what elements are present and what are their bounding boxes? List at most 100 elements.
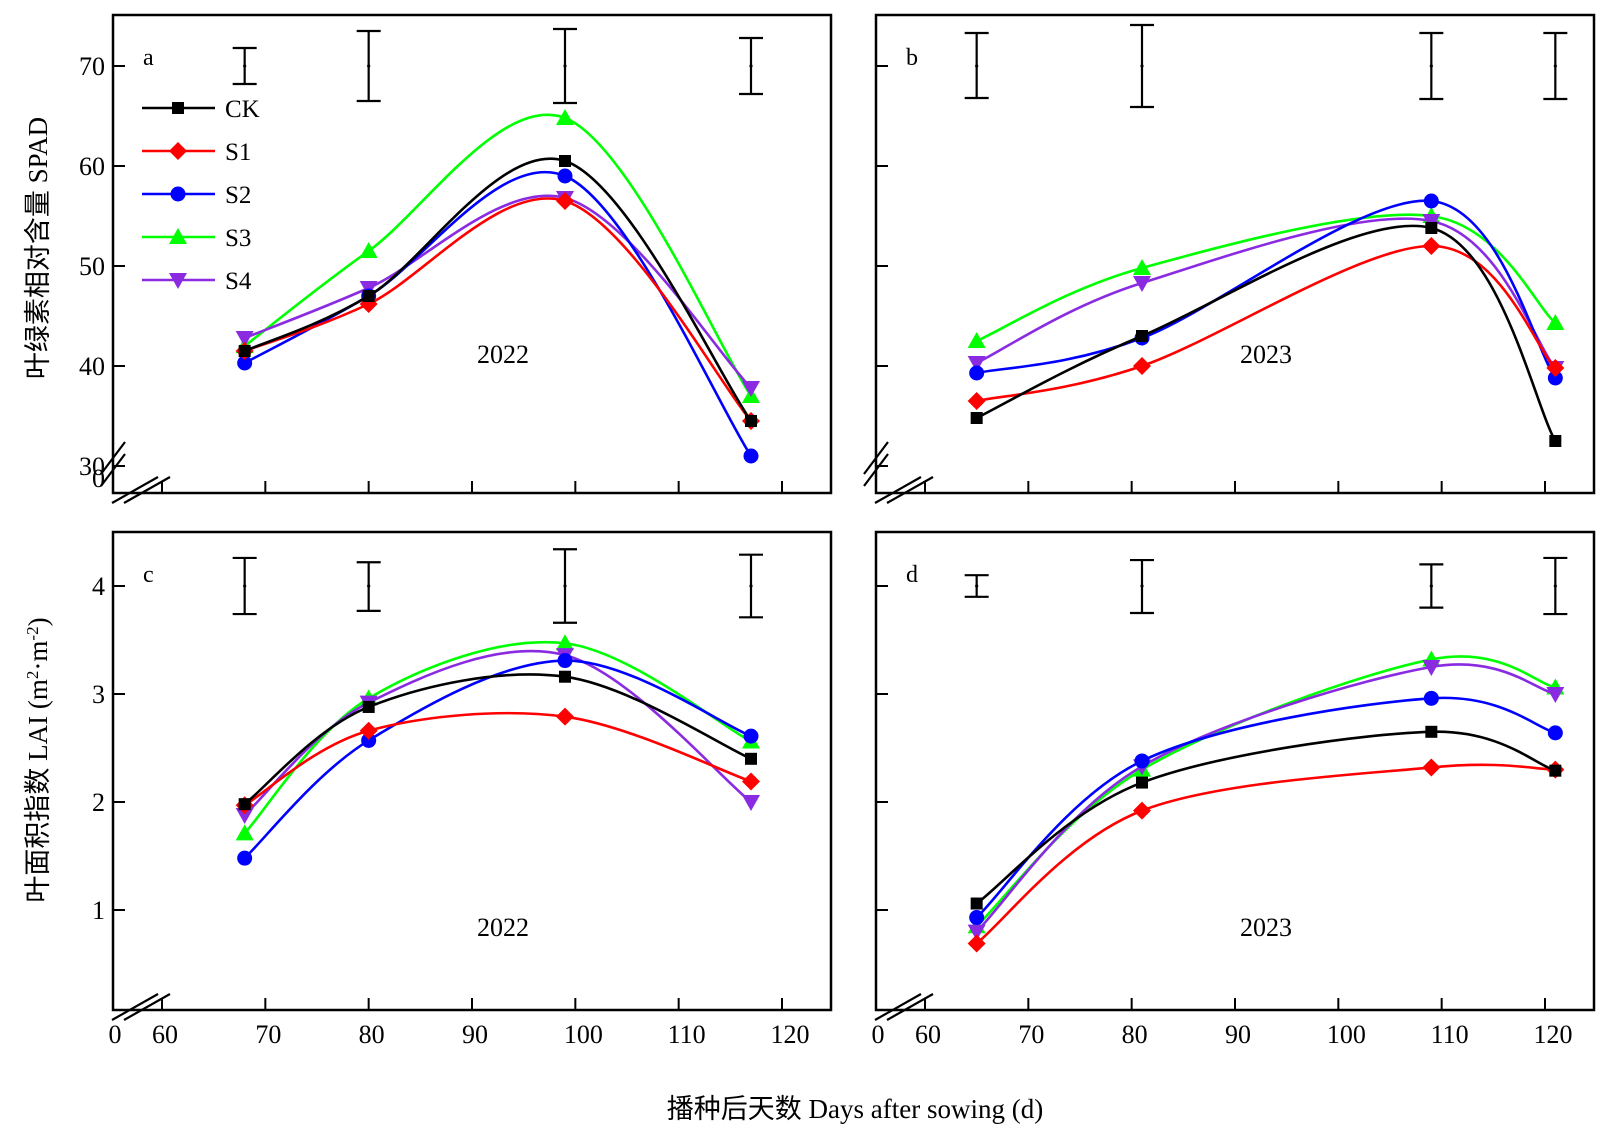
data-point-s4 <box>967 356 986 372</box>
y-tick-label: 3 <box>92 680 105 709</box>
data-point-ck <box>1425 725 1438 738</box>
legend-marker <box>169 273 187 289</box>
data-point-s4 <box>1133 276 1151 292</box>
data-point-s2 <box>1547 370 1563 386</box>
y-axis-title-lai: 叶面积指数 LAI (m2·m-2) <box>23 617 54 902</box>
data-point-s1 <box>1546 359 1565 377</box>
error-bar-center <box>975 64 979 68</box>
x-tick-label: 120 <box>1534 1020 1573 1049</box>
data-point-ck <box>970 412 983 424</box>
data-point-s2 <box>237 850 253 866</box>
data-point-s1 <box>742 772 760 791</box>
series-s1 <box>235 707 760 815</box>
series-s4 <box>967 660 1565 941</box>
series-ck <box>970 222 1562 447</box>
data-point-s4 <box>235 807 254 824</box>
year-label: 2023 <box>1240 340 1292 369</box>
error-bar-center <box>367 64 371 68</box>
y-tick-label: 60 <box>79 152 105 181</box>
x-tick-label: 90 <box>462 1020 488 1049</box>
data-point-ck <box>559 155 571 167</box>
legend-label: S1 <box>225 139 251 166</box>
data-point-s2 <box>557 168 573 184</box>
panel-letter: c <box>143 562 154 588</box>
x-tick-label: 100 <box>564 1020 603 1049</box>
legend-marker <box>169 142 187 160</box>
y-tick-label: 1 <box>92 896 105 925</box>
series-line-ck <box>975 730 1556 905</box>
legend-label: S3 <box>225 225 251 252</box>
plot-frame <box>111 13 833 495</box>
data-point-ck <box>970 897 983 910</box>
series-line-s3 <box>975 655 1556 928</box>
y-tick-label: 40 <box>79 352 105 381</box>
error-bar-center <box>1140 584 1144 588</box>
y-axis-break-mark <box>863 441 889 475</box>
data-point-s2 <box>237 355 253 371</box>
legend-item-s3: S3 <box>142 225 251 252</box>
data-point-s4 <box>967 924 986 941</box>
legend-item-s2: S2 <box>142 182 251 209</box>
x-tick-label: 60 <box>152 1020 178 1049</box>
legend-marker <box>170 186 186 202</box>
y-axis-title-spad: 叶绿素相对含量 SPAD <box>23 117 53 379</box>
data-point-s1 <box>967 392 986 410</box>
error-bar-center <box>367 584 371 588</box>
y-tick-label: 2 <box>92 788 105 817</box>
data-point-s1 <box>1133 801 1151 820</box>
series-line-s1 <box>976 244 1557 403</box>
x-axis-break-mark <box>874 993 922 1021</box>
error-bar-center <box>1429 64 1433 68</box>
x-tick-label: 70 <box>1018 1020 1044 1049</box>
data-point-s4 <box>1422 660 1441 676</box>
data-point-s3 <box>556 109 574 125</box>
error-bar-center <box>1553 584 1557 588</box>
x-tick-label: 70 <box>255 1020 281 1049</box>
data-point-s1 <box>967 934 986 953</box>
data-point-s2 <box>361 732 377 748</box>
series-s2 <box>969 690 1563 926</box>
data-point-s4 <box>235 331 254 347</box>
x-tick-label: 0 <box>872 1020 885 1049</box>
series-line-s4 <box>976 217 1557 369</box>
x-axis-break-mark <box>111 476 159 504</box>
x-axis-break-mark <box>886 993 934 1021</box>
data-point-s3 <box>359 242 378 258</box>
series-line-s3 <box>243 113 753 397</box>
legend: CK S1 S2 S3 S4 <box>142 96 260 295</box>
y-axis-break-mark <box>100 453 126 487</box>
data-point-s3 <box>556 634 574 651</box>
data-point-ck <box>745 415 757 427</box>
error-bar-center <box>563 64 567 68</box>
error-bar-center <box>975 584 979 588</box>
legend-item-s1: S1 <box>142 139 251 166</box>
legend-item-ck: CK <box>142 96 260 123</box>
panel-a: 30 40 50 60 70 0 a 2022 CK S1 S2 S3 S4 <box>79 13 833 504</box>
data-point-ck <box>1549 435 1562 447</box>
series-ck <box>238 670 757 811</box>
data-point-ck <box>1549 764 1562 777</box>
x-tick-label: 100 <box>1327 1020 1366 1049</box>
legend-item-s4: S4 <box>142 268 252 295</box>
data-point-s3 <box>1546 314 1565 330</box>
x-tick-label: 90 <box>1225 1020 1251 1049</box>
error-bar-center <box>749 584 753 588</box>
error-bar-center <box>1140 64 1144 68</box>
data-point-s3 <box>1133 259 1151 275</box>
panel-c: 0 60 70 80 90 100 110 120 1 2 3 4 c 2022 <box>92 530 833 1049</box>
data-point-s2 <box>1134 753 1150 769</box>
x-tick-label: 120 <box>771 1020 810 1049</box>
error-bar-center <box>1429 584 1433 588</box>
data-point-s2 <box>743 728 759 744</box>
x-tick-label: 110 <box>668 1020 706 1049</box>
series-line-ck <box>244 157 753 422</box>
data-point-s4 <box>1546 687 1565 703</box>
data-point-ck <box>238 345 251 357</box>
data-point-ck <box>559 670 571 683</box>
data-point-s2 <box>1423 690 1439 706</box>
data-point-ck <box>362 290 375 302</box>
legend-marker <box>172 102 184 114</box>
series-line-s2 <box>975 696 1556 919</box>
series-s3 <box>967 650 1565 934</box>
